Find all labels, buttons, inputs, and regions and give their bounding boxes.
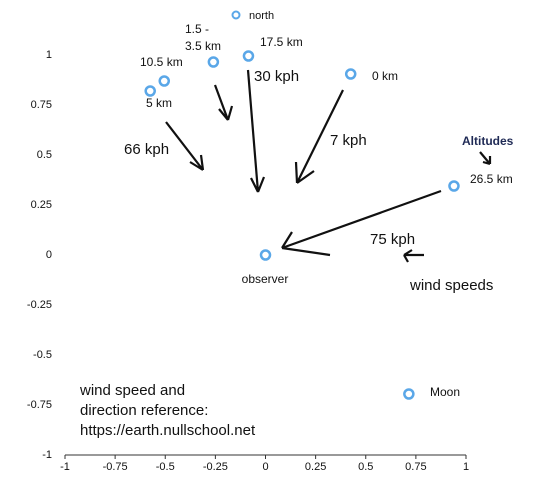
arrows [165, 69, 492, 263]
point-label: Moon [430, 385, 460, 399]
point-label: 0 km [372, 69, 398, 83]
annotation: wind speed and direction reference: https:… [79, 382, 256, 439]
arrow [479, 151, 492, 166]
x-tick-label: 1 [463, 461, 469, 473]
annotation: 75 kph [370, 231, 415, 248]
point [344, 68, 357, 80]
annotation: 30 kph [254, 68, 299, 85]
point-label: 10.5 km [140, 55, 183, 69]
legend-label: north [249, 10, 274, 22]
x-tick-label: 0.25 [305, 461, 326, 473]
point [403, 388, 415, 400]
point [259, 249, 272, 261]
legend-marker [231, 10, 241, 20]
annotation: wind speeds [409, 277, 493, 294]
x-tick-label: -1 [60, 461, 70, 473]
y-tick-label: -1 [42, 449, 52, 461]
annotation: 66 kph [124, 141, 169, 158]
point [144, 85, 156, 97]
y-tick-label: 0.75 [31, 99, 52, 111]
point [448, 180, 460, 192]
arrow [403, 249, 424, 263]
point [207, 56, 220, 68]
annotation: Altitudes [462, 134, 514, 148]
x-tick-label: -0.75 [103, 461, 128, 473]
point [158, 75, 170, 87]
y-tick-label: 0.25 [31, 199, 52, 211]
point-label: observer [242, 272, 289, 286]
y-tick-label: 1 [46, 49, 52, 61]
arrow [281, 189, 442, 257]
y-tick-label: 0 [46, 249, 52, 261]
annotation: 7 kph [330, 132, 367, 149]
point-label: 17.5 km [260, 35, 303, 49]
point-label: 26.5 km [470, 172, 513, 186]
arrow [213, 84, 234, 121]
y-tick-label: -0.75 [27, 399, 52, 411]
point [242, 50, 255, 62]
point-label: 1.5 -3.5 km [185, 22, 221, 53]
y-tick-label: 0.5 [37, 149, 52, 161]
x-tick-label: -0.5 [156, 461, 175, 473]
arrow [294, 89, 344, 184]
x-tick-label: 0.75 [405, 461, 426, 473]
point-label: 5 km [146, 96, 172, 110]
x-tick-label: 0.5 [358, 461, 373, 473]
arrow [246, 69, 266, 193]
y-tick-label: -0.5 [33, 349, 52, 361]
x-tick-label: -0.25 [203, 461, 228, 473]
x-tick-label: 0 [262, 461, 268, 473]
arrow [165, 121, 205, 171]
y-tick-label: -0.25 [27, 299, 52, 311]
